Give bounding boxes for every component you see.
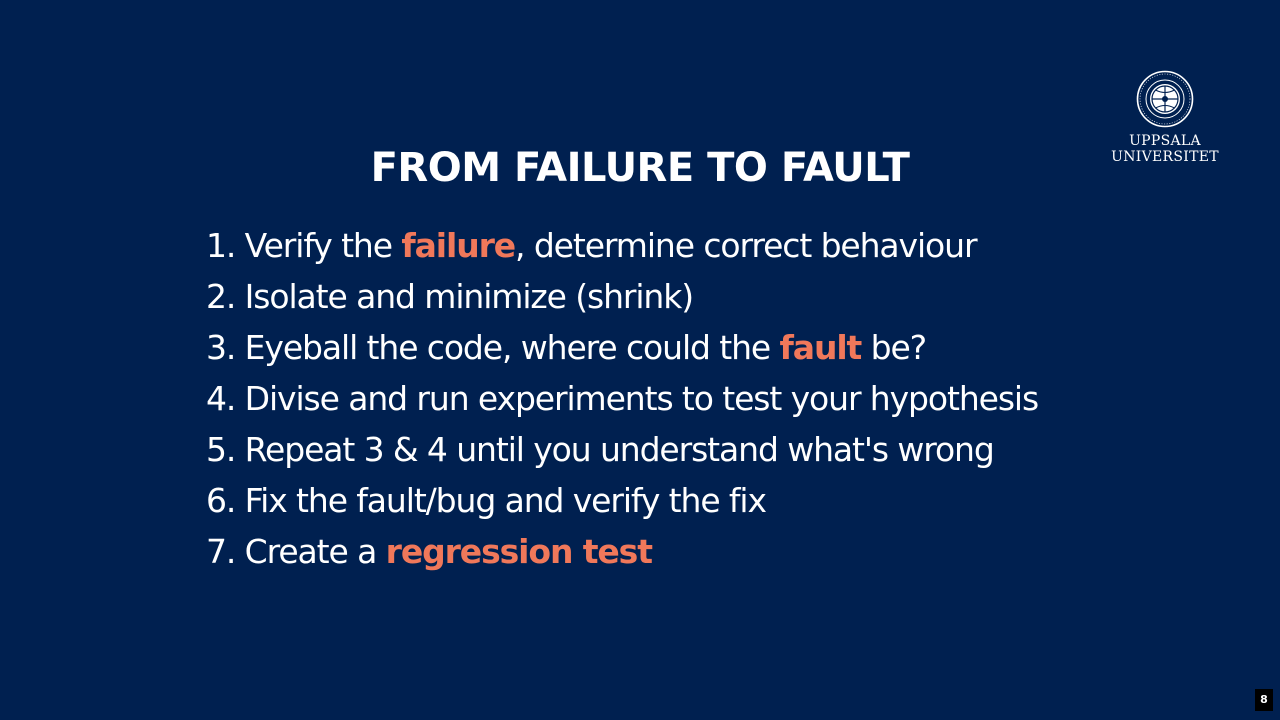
logo-text-universitet: UNIVERSITET — [1111, 149, 1219, 165]
step-item: 4. Divise and run experiments to test yo… — [206, 373, 1039, 424]
step-text-after: , determine correct behaviour — [515, 226, 977, 265]
step-highlight: regression test — [385, 532, 653, 571]
step-text: 5. Repeat 3 & 4 until you understand wha… — [206, 430, 995, 469]
step-highlight: failure — [401, 226, 516, 265]
step-text: 7. Create a — [206, 532, 386, 571]
step-text-after: be? — [861, 328, 928, 367]
step-item: 6. Fix the fault/bug and verify the fix — [206, 475, 1038, 526]
step-item: 3. Eyeball the code, where could the fau… — [206, 322, 1038, 373]
step-item: 7. Create a regression test — [206, 526, 1038, 577]
step-item: 1. Verify the failure, determine correct… — [206, 220, 1038, 271]
step-item: 2. Isolate and minimize (shrink) — [206, 271, 1038, 322]
step-text: 4. Divise and run experiments to test yo… — [206, 379, 1039, 418]
logo-text-uppsala: UPPSALA — [1129, 133, 1201, 149]
slide-title: FROM FAILURE TO FAULT — [370, 145, 910, 191]
step-text: 1. Verify the — [206, 226, 402, 265]
university-logo: UPPSALA UNIVERSITET — [1110, 70, 1220, 165]
step-text: 2. Isolate and minimize (shrink) — [206, 277, 694, 316]
step-text: 6. Fix the fault/bug and verify the fix — [206, 481, 767, 520]
step-highlight: fault — [779, 328, 863, 367]
step-text: 3. Eyeball the code, where could the — [206, 328, 780, 367]
page-number: 8 — [1255, 689, 1273, 711]
university-seal-icon — [1136, 70, 1194, 128]
steps-list: 1. Verify the failure, determine correct… — [206, 220, 1039, 577]
step-item: 5. Repeat 3 & 4 until you understand wha… — [206, 424, 1038, 475]
